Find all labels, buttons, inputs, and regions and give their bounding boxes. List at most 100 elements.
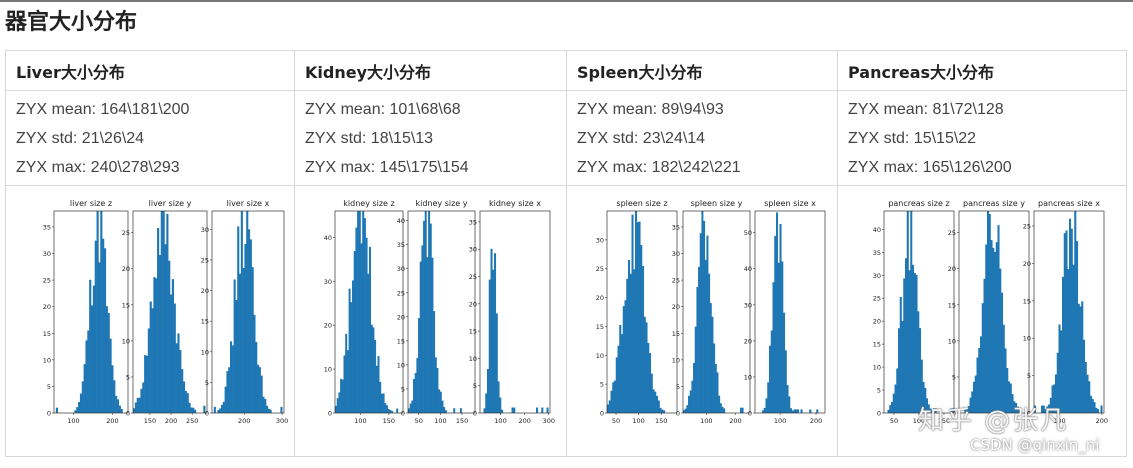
plot-frame xyxy=(334,210,404,414)
histogram-bar xyxy=(1016,406,1019,413)
histogram-bar xyxy=(1049,397,1052,413)
histogram-bar xyxy=(642,265,645,413)
x-tick-label: 100 xyxy=(67,417,79,425)
histogram-bar xyxy=(546,407,549,413)
histogram-bar xyxy=(699,233,702,413)
histogram-bar xyxy=(459,408,462,413)
histogram-bar xyxy=(171,279,174,413)
histogram-bar xyxy=(78,401,81,413)
histogram-bar xyxy=(983,278,986,413)
histogram-bar xyxy=(1006,367,1009,413)
histogram-bar xyxy=(419,261,422,413)
histogram-bar xyxy=(186,393,189,413)
histogram-bar xyxy=(711,316,714,413)
histogram-bar xyxy=(1065,230,1068,413)
histogram-bar xyxy=(384,403,387,413)
histogram-bar xyxy=(1053,384,1056,413)
histogram-bar xyxy=(663,410,666,413)
histogram-bar xyxy=(767,382,770,413)
histogram-bar xyxy=(443,407,446,413)
stat-max: ZYX max: 182\242\221 xyxy=(577,158,741,176)
y-tick-label: 15 xyxy=(122,301,130,309)
histogram-bar xyxy=(978,348,981,413)
y-tick-label: 25 xyxy=(672,277,680,285)
x-tick-label: 200 xyxy=(729,417,741,425)
histogram-bar xyxy=(495,313,498,413)
histogram-bar xyxy=(1060,330,1063,413)
histogram-bar xyxy=(340,378,343,413)
y-tick-label: 0 xyxy=(676,410,680,418)
histogram-bar xyxy=(987,211,990,413)
histogram-bar xyxy=(924,387,927,413)
histogram-bar xyxy=(423,220,426,413)
y-tick-label: 10 xyxy=(1023,335,1031,343)
page-title: 器官大小分布 xyxy=(5,10,138,35)
histogram-bar xyxy=(363,218,366,413)
histogram-bar xyxy=(213,406,216,413)
histogram-bar xyxy=(81,381,84,413)
histogram-bar xyxy=(974,375,977,413)
histogram-bar xyxy=(1051,385,1054,413)
histogram-bar xyxy=(85,340,88,413)
histogram-bar xyxy=(1013,401,1016,413)
y-tick-label: 10 xyxy=(469,355,477,363)
histogram-bar xyxy=(365,237,368,413)
stat-std: ZYX std: 23\24\14 xyxy=(577,129,706,147)
histogram-bar xyxy=(927,404,930,413)
histogram-bar xyxy=(716,372,719,413)
histogram-bar xyxy=(396,408,399,413)
histogram-bar xyxy=(1002,324,1005,413)
histogram-bar xyxy=(1091,399,1094,413)
plot-frame xyxy=(132,210,208,414)
histogram-bar xyxy=(1074,211,1077,413)
histogram-bar xyxy=(649,353,652,413)
y-tick-label: 15 xyxy=(672,330,680,338)
x-tick-label: 200 xyxy=(106,417,118,425)
histogram-bar xyxy=(781,261,784,413)
histogram-bar xyxy=(280,406,283,413)
histogram-bar xyxy=(1086,374,1089,413)
histogram-bar xyxy=(147,328,150,413)
plot-frame xyxy=(211,210,285,414)
histogram-bar xyxy=(1067,269,1070,413)
histogram-bar xyxy=(408,408,410,413)
y-tick-label: 0 xyxy=(877,410,881,418)
plot-frame xyxy=(1033,210,1105,414)
histogram-bar xyxy=(1077,303,1080,413)
histogram-bar xyxy=(635,211,638,413)
histogram-bar xyxy=(217,409,220,413)
histogram-bar xyxy=(793,409,796,413)
y-tick-label: 10 xyxy=(43,356,51,364)
histogram-bar xyxy=(269,409,272,413)
histogram-bar xyxy=(389,410,392,413)
y-tick-label: 20 xyxy=(672,303,680,311)
histogram-bar xyxy=(497,381,500,413)
histogram-bar xyxy=(652,389,655,413)
histogram-bar xyxy=(1041,405,1044,413)
histogram-bar xyxy=(964,408,967,413)
histogram-bar xyxy=(511,407,514,413)
histogram-title: kidney size x xyxy=(489,199,541,208)
plot-frame xyxy=(682,210,751,414)
stat-mean: ZYX mean: 81\72\128 xyxy=(848,100,1004,118)
y-tick-label: 30 xyxy=(324,278,332,286)
x-tick-label: 200 xyxy=(810,417,822,425)
histogram-bar xyxy=(892,393,895,413)
y-tick-label: 40 xyxy=(324,234,332,242)
histogram-bar xyxy=(438,389,441,413)
histogram-bar xyxy=(777,262,780,413)
histogram-bar xyxy=(434,357,437,413)
histogram-bar xyxy=(713,343,716,413)
histogram-bar xyxy=(424,211,427,413)
histogram-bar xyxy=(155,278,158,413)
histogram-bar xyxy=(910,211,913,413)
histogram-bar xyxy=(251,267,254,413)
histogram-bar xyxy=(684,408,687,413)
y-tick-label: 40 xyxy=(873,226,881,234)
y-tick-label: 30 xyxy=(596,236,604,244)
histogram-bar xyxy=(1018,409,1021,413)
histogram-bar xyxy=(624,300,627,413)
histogram-bar xyxy=(612,382,615,413)
